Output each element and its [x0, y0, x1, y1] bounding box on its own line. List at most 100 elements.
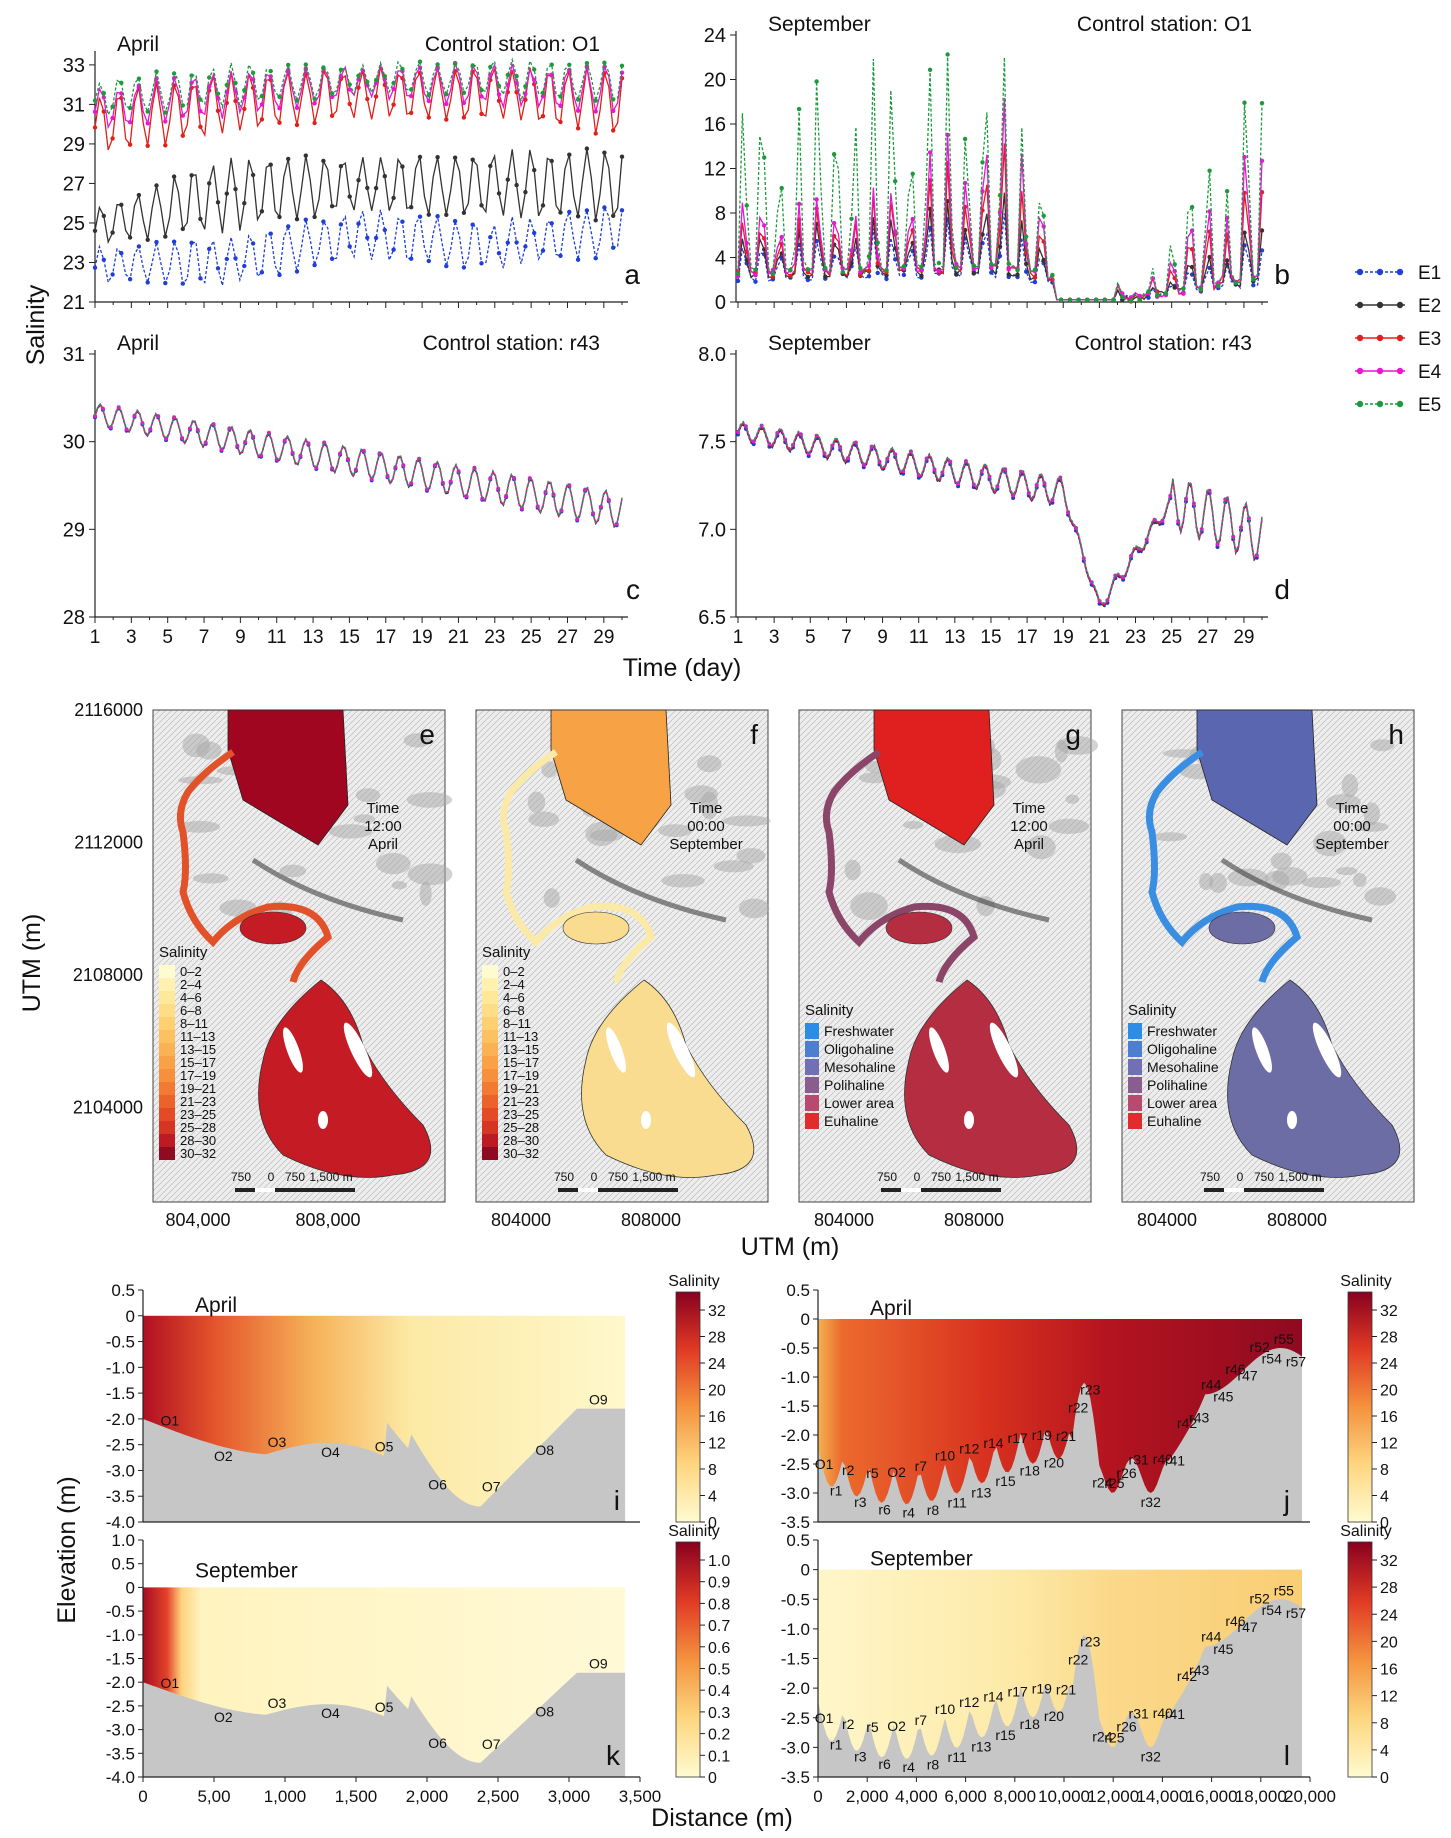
y-tick-label: -3.5	[781, 1513, 810, 1532]
x-tick-label: 7	[199, 627, 210, 648]
map-legend-class: 8–11	[503, 1016, 531, 1031]
series-point-E4	[479, 94, 484, 99]
colorbar	[1347, 1291, 1373, 1523]
x-tick-label: 17	[375, 627, 396, 648]
y-tick-label: 7.5	[698, 432, 726, 454]
x-tick-label: 21	[1089, 627, 1110, 648]
series-point-E4	[849, 248, 854, 253]
series-point-E2	[971, 271, 976, 276]
legend-marker-E3	[1356, 334, 1364, 342]
station-label: O8	[535, 1704, 554, 1720]
x-tick-label: 29	[593, 627, 614, 648]
topography-patch	[1301, 877, 1342, 888]
series-point-E2	[92, 228, 98, 233]
series-point-E5	[224, 82, 229, 88]
scale-bar-segment	[255, 1188, 275, 1192]
series-point-E1	[233, 256, 238, 261]
series-point-E2	[233, 186, 238, 192]
series-point-E1	[215, 266, 221, 271]
map-legend-class: Lower area	[824, 1095, 894, 1111]
series-point-E3	[312, 120, 317, 126]
scale-bar-segment	[1224, 1188, 1244, 1192]
series-point-E4	[558, 103, 563, 109]
series-point-E2	[1207, 254, 1212, 260]
legend-marker-E5	[1376, 400, 1384, 408]
series-point-E4	[127, 120, 133, 125]
series-point-E5	[1207, 168, 1212, 173]
series-point-E2	[417, 154, 423, 160]
series-point-E5	[549, 62, 554, 67]
series-point-E5	[866, 254, 872, 259]
map-legend-class: 21–23	[503, 1094, 539, 1109]
series-point-E1	[373, 235, 379, 241]
y-tick-label: -1.0	[106, 1358, 135, 1377]
series-point-E2	[286, 156, 291, 162]
scale-label: 750	[931, 1170, 951, 1184]
y-tick-label: 0.5	[786, 1281, 810, 1300]
lagoon-island	[343, 1022, 373, 1078]
station-label: r20	[1044, 1454, 1064, 1470]
series-point-E1	[461, 265, 467, 270]
series-point-E1	[1146, 295, 1151, 300]
series-point-E1	[268, 231, 273, 236]
y-tick-label: -2.5	[781, 1455, 810, 1474]
x-tick-label: 3	[769, 627, 780, 648]
station-label: r23	[1080, 1381, 1100, 1397]
series-point-E1	[321, 219, 326, 224]
series-point-E5	[400, 66, 405, 72]
series-point-E3	[329, 113, 335, 119]
series-line-E1	[94, 404, 623, 529]
series-point-E5	[540, 90, 546, 96]
series-point-E1	[470, 222, 475, 227]
series-point-E4	[180, 113, 185, 118]
topography-patch	[661, 874, 705, 888]
series-point-E2	[505, 177, 510, 182]
topography-patch	[407, 863, 453, 886]
map-legend-swatch	[159, 1121, 175, 1134]
series-point-E5	[198, 97, 203, 102]
y-tick-label: 29	[63, 134, 85, 156]
series-point-E5	[1172, 262, 1177, 267]
topography-patch	[1355, 822, 1389, 832]
series-point-E5	[1093, 297, 1099, 302]
series-point-E1	[224, 256, 229, 262]
series-point-E3	[523, 97, 528, 103]
series-point-E2	[549, 158, 554, 164]
lagoon-island	[283, 1027, 303, 1073]
series-point-E5	[391, 80, 396, 86]
station-label: r26	[1116, 1465, 1136, 1481]
x-tick-label: 13	[302, 627, 323, 648]
series-point-E2	[409, 205, 414, 210]
series-point-E5	[989, 261, 994, 267]
y-tick-label: 0	[126, 1307, 135, 1326]
y-tick-label: -2.0	[781, 1679, 810, 1698]
station-label: r42	[1177, 1415, 1197, 1431]
scale-bar-segment	[901, 1188, 921, 1192]
lagoon-island	[666, 1022, 696, 1078]
series-point-E5	[796, 106, 802, 112]
series-point-E4	[1254, 553, 1259, 558]
panel-month: April	[117, 33, 159, 56]
x-tick-label: 15	[339, 627, 360, 648]
series-point-E1	[753, 279, 758, 284]
series-line-E3	[737, 422, 1263, 606]
series-point-E1	[347, 244, 352, 249]
topography-patch	[419, 881, 432, 907]
x-tick-label: 9	[877, 627, 888, 648]
station-label: r41	[1165, 1706, 1185, 1722]
legend-marker-E5	[1396, 400, 1404, 408]
series-point-E4	[448, 479, 453, 484]
panel-station: Control station: r43	[1075, 332, 1252, 355]
series-point-E2	[198, 216, 203, 222]
series-point-E3	[575, 126, 581, 131]
lagoon-island	[964, 1111, 974, 1129]
series-point-E4	[163, 119, 168, 124]
ridge-line	[897, 857, 1050, 923]
topography-patch	[858, 772, 889, 784]
series-point-E1	[989, 270, 994, 275]
map-legend-swatch	[159, 965, 175, 978]
series-point-E5	[347, 82, 352, 87]
series-point-E4	[409, 93, 414, 99]
series-point-E1	[584, 208, 590, 213]
